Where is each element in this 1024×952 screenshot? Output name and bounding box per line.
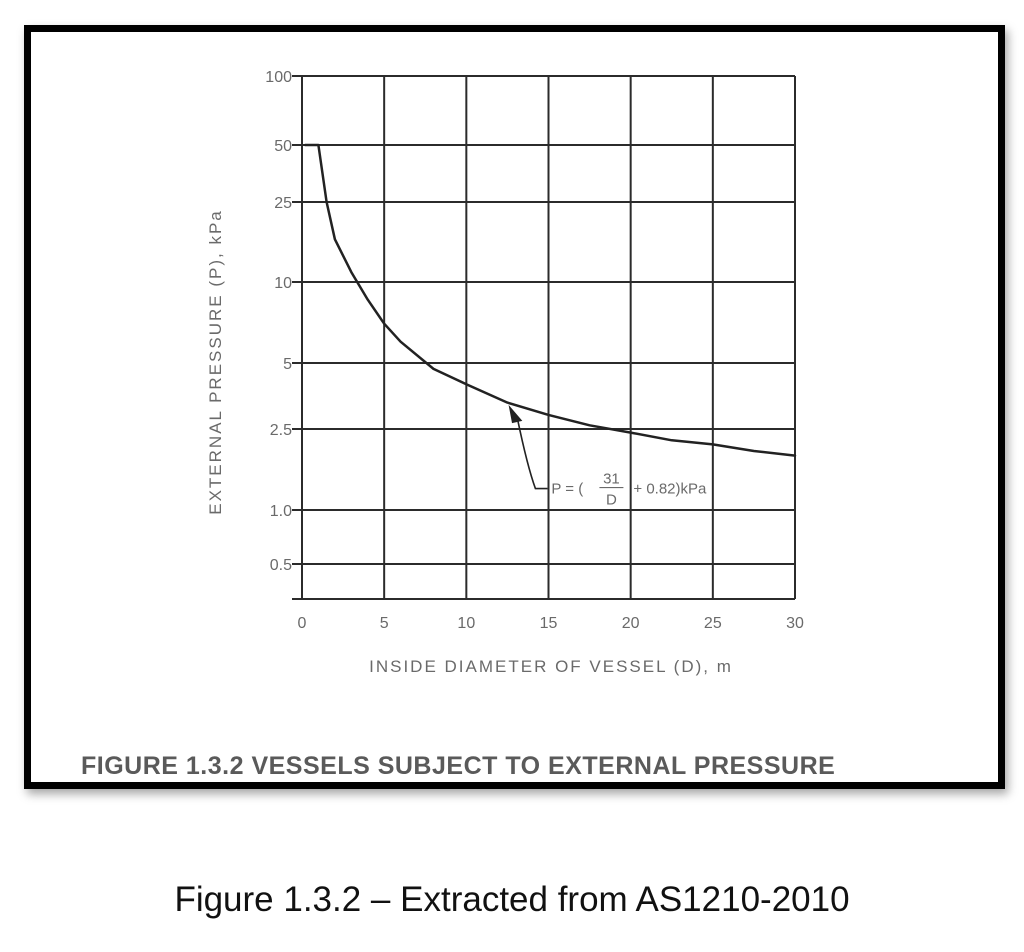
y-axis-title: EXTERNAL PRESSURE (P), kPa (206, 209, 225, 515)
x-tick-label: 0 (298, 615, 307, 632)
formula-numerator: 31 (603, 471, 620, 488)
figure-frame: 0 5 10 15 20 25 30 0.5 1.0 2.5 5 10 25 50 100 P = ( 31… (24, 25, 1005, 789)
formula-arrowhead (508, 404, 523, 424)
y-tick-label: 50 (274, 138, 292, 155)
figure-caption: FIGURE 1.3.2 VESSELS SUBJECT TO EXTERNAL… (81, 752, 836, 780)
y-tick-label: 2.5 (270, 422, 292, 439)
x-tick-label: 10 (457, 615, 475, 632)
curve-layer (304, 143, 797, 457)
y-tick-label: 25 (274, 195, 292, 212)
y-tick-labels: 0.5 1.0 2.5 5 10 25 50 100 (265, 69, 292, 574)
y-tick-label: 1.0 (270, 503, 292, 520)
x-tick-label: 15 (540, 615, 558, 632)
x-tick-label: 5 (380, 615, 389, 632)
y-tick-label: 0.5 (270, 557, 292, 574)
x-tick-labels: 0 5 10 15 20 25 30 (298, 615, 804, 632)
y-tick-label: 5 (283, 356, 292, 373)
formula-rhs: + 0.82)kPa (633, 481, 707, 498)
x-axis-title: INSIDE DIAMETER OF VESSEL (D), m (369, 657, 733, 676)
source-caption: Figure 1.3.2 – Extracted from AS1210-201… (174, 880, 850, 919)
formula-lhs: P = ( (551, 481, 583, 498)
y-tick-label: 100 (265, 69, 292, 86)
x-tick-label: 25 (704, 615, 722, 632)
pressure-curve-line (304, 143, 797, 457)
pressure-chart: 0 5 10 15 20 25 30 0.5 1.0 2.5 5 10 25 50 100 P = ( 31… (206, 69, 804, 676)
grid (292, 75, 796, 600)
y-tick-label: 10 (274, 275, 292, 292)
x-tick-label: 30 (786, 615, 804, 632)
formula-denominator: D (606, 492, 617, 509)
x-tick-label: 20 (622, 615, 640, 632)
formula-annotation: P = ( 31 D + 0.82)kPa (508, 404, 707, 509)
formula-leader-line (516, 418, 548, 490)
